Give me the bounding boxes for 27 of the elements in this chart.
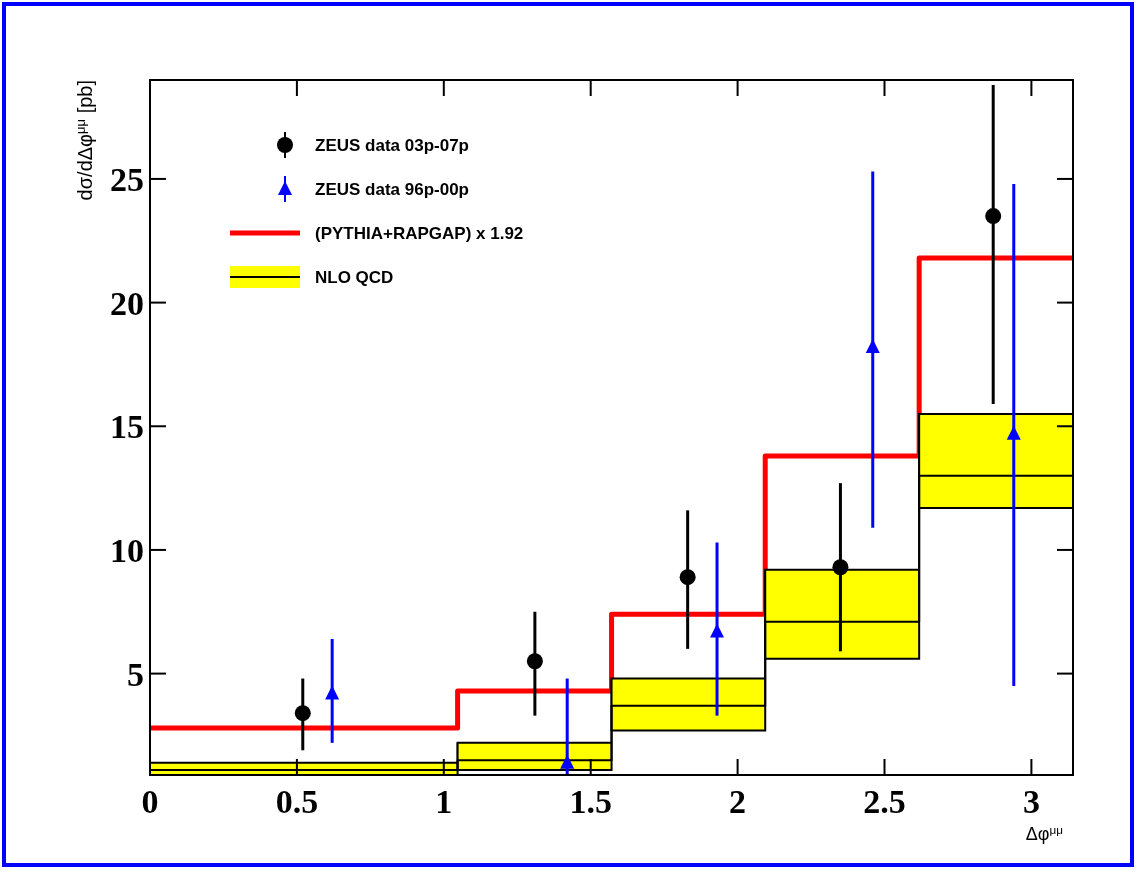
x-tick-label: 0.5 [275,783,319,820]
point [865,339,880,354]
legend-label: (PYTHIA+RAPGAP) x 1.92 [315,224,524,243]
legend-label: ZEUS data 96p-00p [315,180,469,199]
point [985,208,1002,225]
y-tick-label: 10 [110,531,144,569]
x-tick-label: 2 [729,783,747,820]
point [325,685,340,700]
legend-label: ZEUS data 03p-07p [315,136,469,155]
point [1006,425,1021,440]
x-tick-label: 3 [1022,783,1040,820]
point [526,653,543,670]
point [679,569,696,586]
x-axis-title: Δφ$^{μμ}$ [1025,822,1063,844]
y-tick-label: 20 [110,284,144,322]
point [560,754,575,769]
point [294,705,311,722]
x-tick-label: 1.5 [569,783,612,820]
y-tick-label: 15 [110,408,144,446]
point [710,623,725,638]
point [832,559,849,576]
y-tick-label: 25 [110,160,144,198]
legend-label: NLO QCD [315,268,394,287]
y-tick-label: 5 [127,655,144,693]
x-tick-label: 1 [435,783,453,820]
x-tick-label: 0 [141,783,159,820]
x-tick-label: 2.5 [863,783,906,820]
